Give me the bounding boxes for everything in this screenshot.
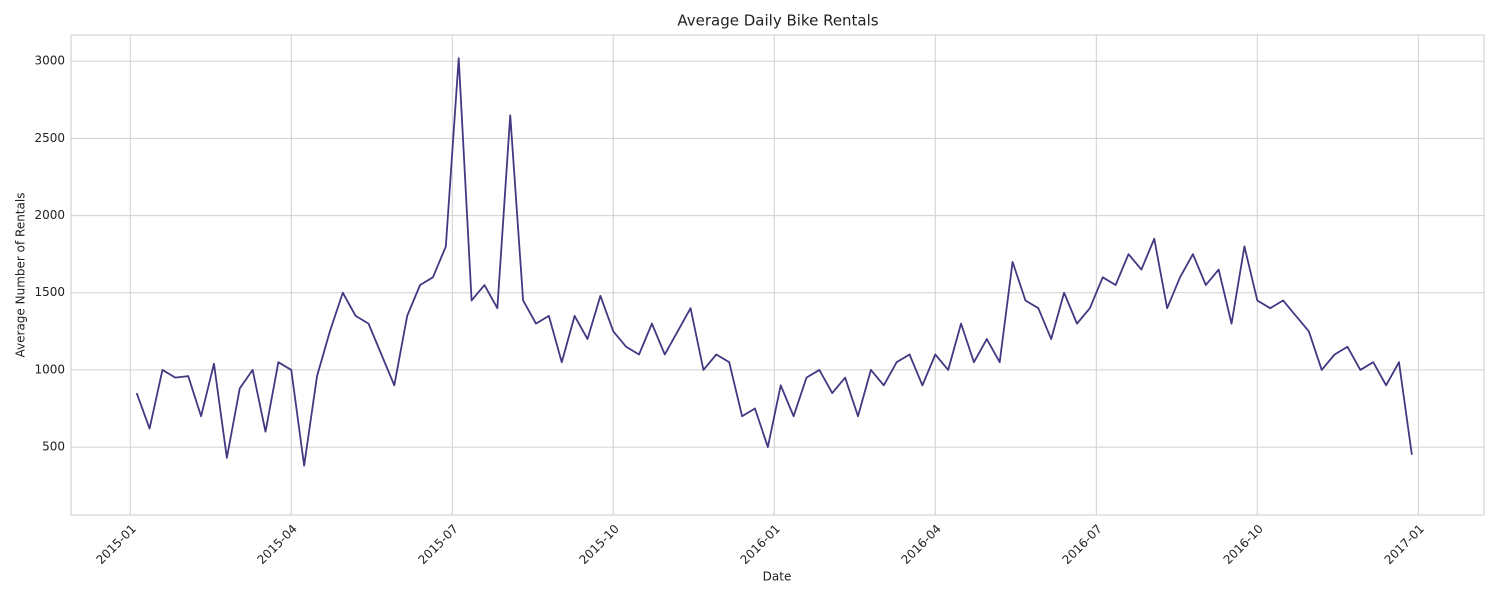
plot-frame (70, 34, 1485, 516)
x-axis-label: Date (763, 570, 792, 584)
y-tick-label: 3000 (34, 54, 65, 68)
y-tick-label: 2500 (34, 131, 65, 145)
chart-title: Average Daily Bike Rentals (677, 12, 878, 30)
y-tick-label: 500 (42, 440, 65, 454)
x-tick-label: 2017-01 (1382, 522, 1427, 567)
x-tick-label: 2015-10 (577, 522, 622, 567)
y-tick-label: 1500 (34, 285, 65, 299)
x-tick-label: 2016-10 (1221, 522, 1266, 567)
x-tick-label: 2015-07 (416, 522, 461, 567)
x-tick-label: 2015-04 (254, 522, 299, 567)
x-tick-label: 2016-07 (1060, 522, 1105, 567)
y-tick-label: 2000 (34, 208, 65, 222)
data-line (135, 57, 1413, 467)
y-axis-label: Average Number of Rentals (14, 193, 28, 358)
y-tick-label: 1000 (34, 362, 65, 376)
x-tick-label: 2016-01 (738, 522, 783, 567)
x-tick-label: 2015-01 (93, 522, 138, 567)
x-tick-label: 2016-04 (899, 522, 944, 567)
